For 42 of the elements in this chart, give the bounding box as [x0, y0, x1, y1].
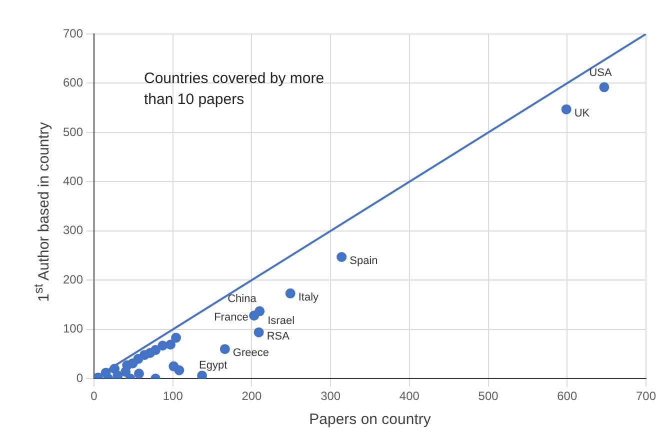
x-tick-label: 600: [557, 389, 578, 404]
annotation: Spain: [350, 255, 378, 268]
point: [112, 370, 123, 379]
y-tick-label: 400: [62, 174, 84, 188]
x-tick-label: 500: [478, 389, 499, 404]
y-tick-label: 0: [76, 370, 84, 385]
y-tick-label: 100: [62, 322, 84, 336]
annotation: USA: [589, 67, 612, 80]
x-tick-label: 200: [242, 389, 262, 404]
annotation: Egypt: [199, 360, 228, 372]
x-tick-label: 100: [162, 389, 184, 404]
x-tick-label: 0: [90, 389, 98, 404]
annotation: Italy: [298, 291, 320, 304]
y-tick-label: 300: [62, 223, 84, 238]
y-tick-label: 600: [62, 76, 84, 90]
annotation: France: [214, 312, 248, 324]
annotation: Israel: [268, 315, 295, 328]
y-tick-label: 500: [62, 124, 84, 139]
x-tick-label: 400: [399, 389, 420, 404]
annotation: China: [228, 293, 258, 306]
x-axis-title: Papers on country: [309, 411, 432, 428]
annotation: Countries covered by more than 10 papers: [144, 69, 326, 110]
y-tick-label: 700: [62, 26, 84, 40]
point: [254, 327, 264, 338]
x-tick-label: 300: [320, 389, 341, 404]
point: [220, 344, 230, 354]
point: [197, 370, 208, 379]
x-tick-label: 700: [636, 389, 656, 404]
point: [336, 252, 347, 262]
point: [249, 310, 260, 321]
y-tick-label: 200: [62, 272, 84, 286]
point: [122, 360, 132, 370]
point: [599, 82, 610, 92]
point: [285, 288, 296, 298]
point: [174, 365, 184, 376]
point: [561, 104, 572, 114]
annotation: UK: [574, 107, 590, 120]
point: [158, 340, 168, 351]
point: [171, 332, 182, 343]
annotation: RSA: [266, 330, 290, 342]
point: [134, 368, 144, 379]
annotation: Greece: [232, 347, 269, 360]
